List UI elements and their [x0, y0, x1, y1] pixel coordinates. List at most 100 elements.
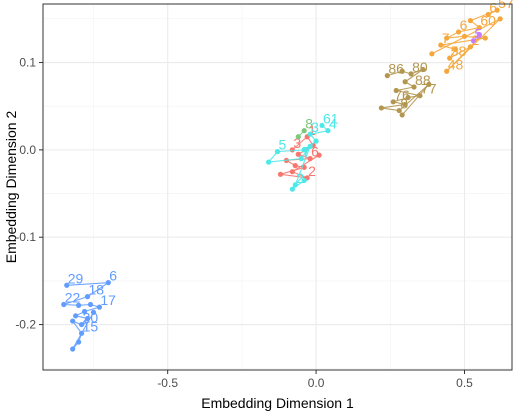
data-point	[301, 147, 307, 153]
x-tick-label: -0.5	[157, 376, 178, 390]
data-point	[289, 186, 295, 192]
series-segment	[401, 84, 430, 116]
point-label: 86	[388, 61, 404, 77]
series-segment	[291, 136, 308, 151]
series-segment	[294, 146, 311, 186]
series-segment	[277, 149, 305, 153]
y-axis-ticks: 0.1 0.0 -0.1 -0.2	[15, 56, 43, 332]
data-point	[76, 302, 82, 308]
series-segment	[440, 37, 486, 46]
point-label: 6	[489, 0, 497, 15]
data-point	[455, 29, 462, 35]
data-point	[265, 159, 272, 165]
data-point	[319, 122, 325, 129]
point-label: 7	[442, 30, 450, 46]
data-point	[444, 35, 450, 41]
x-axis-ticks: -0.5 0.0 0.5	[157, 370, 473, 390]
point-label: 2	[308, 163, 316, 179]
data-point	[396, 107, 402, 114]
data-point	[298, 156, 304, 162]
data-point	[105, 280, 111, 286]
data-point	[417, 93, 423, 99]
point-label: 22	[65, 289, 81, 305]
data-point	[96, 304, 102, 310]
point-label: 6	[460, 17, 468, 33]
x-axis-title: Embedding Dimension 1	[201, 395, 354, 411]
series-group: 5	[470, 26, 482, 44]
data-point	[64, 282, 70, 288]
data-point	[453, 46, 459, 53]
x-tick-label: 0.0	[308, 376, 325, 390]
data-point	[390, 99, 396, 105]
data-point	[289, 169, 295, 175]
y-tick-label: -0.2	[15, 318, 36, 332]
data-point	[497, 16, 503, 22]
point-label: 88	[415, 72, 431, 88]
data-point	[429, 51, 435, 57]
point-label: 76	[394, 87, 410, 103]
series-segment	[268, 158, 302, 163]
data-point	[426, 81, 432, 87]
point-label: 4	[329, 116, 337, 132]
point-label: 15	[83, 318, 99, 334]
data-point	[494, 7, 500, 13]
point-label: 6	[109, 268, 117, 284]
data-point	[438, 42, 444, 48]
series-segment	[280, 173, 308, 179]
data-point	[78, 330, 85, 336]
data-point	[277, 171, 284, 177]
data-point	[399, 68, 405, 74]
point-label: 77	[421, 81, 437, 97]
data-point	[307, 143, 313, 149]
data-point	[301, 177, 307, 184]
point-label: 18	[89, 282, 105, 298]
data-point	[402, 79, 408, 85]
point-label: 57	[498, 0, 514, 11]
point-label: 1	[308, 122, 316, 138]
data-point	[76, 339, 82, 345]
y-axis-title: Embedding Dimension 2	[3, 111, 19, 264]
data-point	[420, 66, 426, 73]
data-point	[467, 44, 474, 50]
series-segment	[381, 103, 406, 109]
data-point	[295, 151, 301, 157]
data-point	[408, 71, 414, 77]
data-point	[470, 38, 477, 44]
series-segment	[396, 86, 415, 92]
data-point	[325, 128, 331, 134]
series-segment	[63, 296, 88, 306]
point-label: 8	[305, 116, 313, 132]
point-label: 20	[83, 310, 99, 326]
data-point	[90, 309, 97, 315]
point-label: 60	[480, 13, 496, 29]
data-point	[307, 156, 313, 162]
x-tick-label: 0.5	[456, 376, 473, 390]
series-segment	[458, 27, 480, 33]
data-point	[84, 294, 91, 300]
data-point	[411, 84, 417, 90]
data-point	[70, 346, 76, 352]
series-group: 657606758248	[429, 0, 514, 74]
data-point	[399, 112, 405, 118]
series-segment	[66, 282, 109, 286]
point-label: 7	[302, 144, 310, 160]
series-segment	[396, 89, 421, 97]
data-point	[295, 134, 301, 140]
data-point	[292, 182, 298, 188]
point-label: 61	[323, 110, 339, 126]
series-segment	[446, 35, 465, 39]
series-segment	[446, 18, 501, 72]
data-point	[292, 162, 298, 169]
data-point	[461, 33, 468, 39]
data-point	[316, 152, 322, 158]
point-label: 6	[311, 144, 319, 160]
grid-minor-lines	[43, 4, 512, 370]
data-point	[307, 131, 313, 137]
series-segment	[449, 46, 471, 59]
